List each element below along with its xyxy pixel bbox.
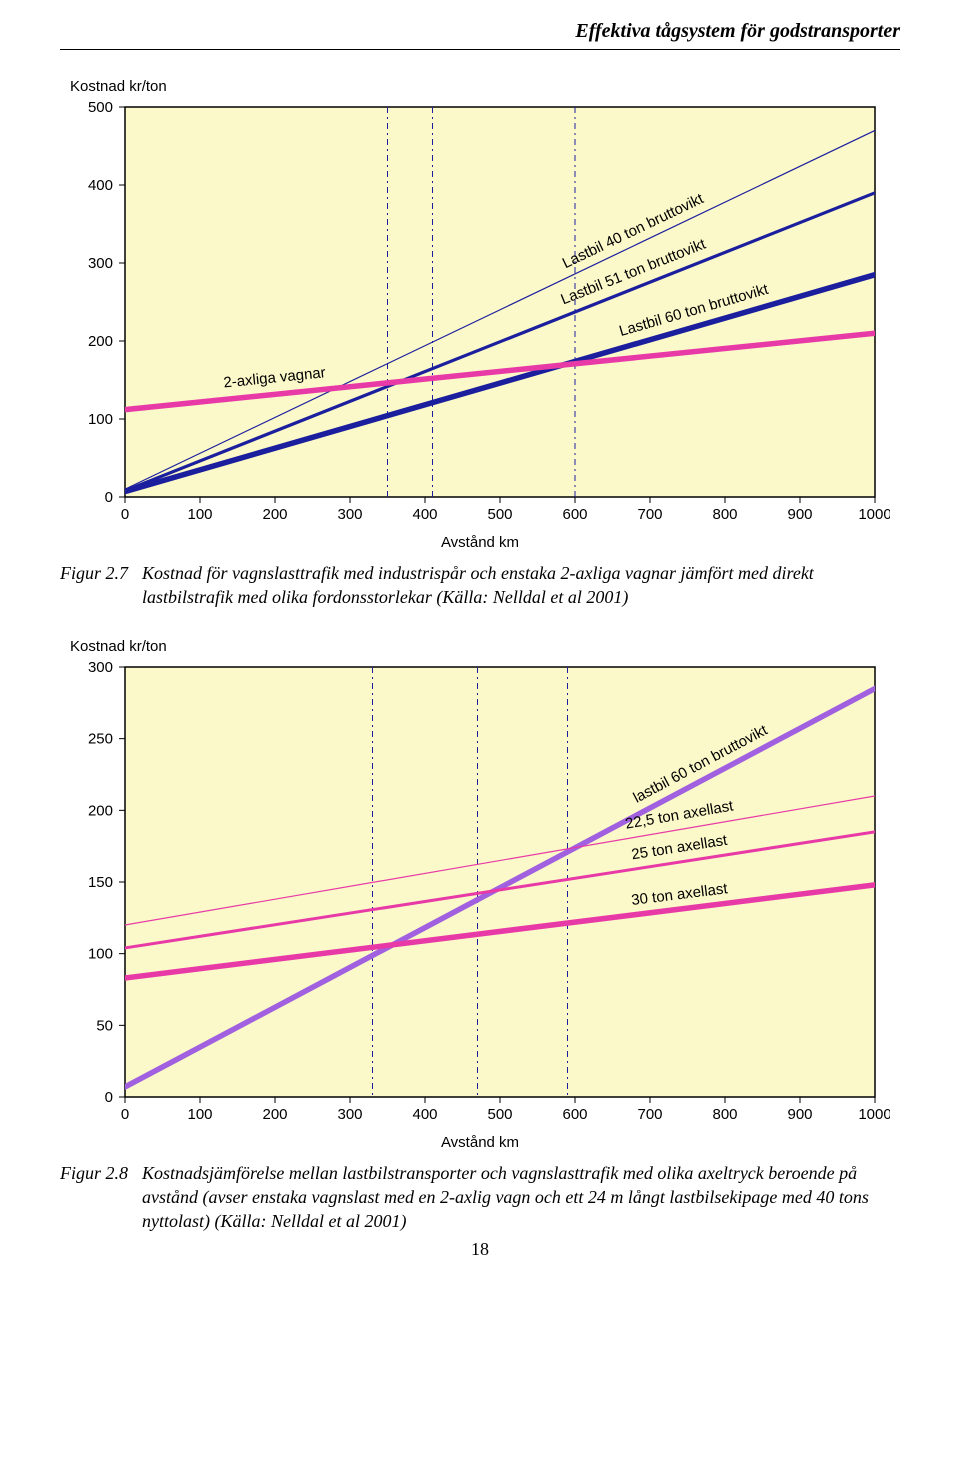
svg-text:50: 50 (96, 1017, 113, 1034)
svg-text:400: 400 (88, 177, 113, 194)
svg-text:400: 400 (412, 1106, 437, 1123)
svg-text:200: 200 (88, 802, 113, 819)
figure-2-8-caption: Figur 2.8 Kostnadsjämförelse mellan last… (60, 1161, 900, 1234)
svg-text:700: 700 (637, 1106, 662, 1123)
svg-text:500: 500 (487, 1106, 512, 1123)
page-number: 18 (60, 1239, 900, 1260)
svg-text:100: 100 (187, 1106, 212, 1123)
figure-2-7-caption: Figur 2.7 Kostnad för vagnslasttrafik me… (60, 561, 900, 610)
svg-text:500: 500 (487, 506, 512, 523)
svg-text:200: 200 (262, 1106, 287, 1123)
svg-text:100: 100 (88, 411, 113, 428)
chart2: 0 50 100 150 200 250 300 0 100 200 300 400 500 600 700… (70, 657, 890, 1127)
svg-text:0: 0 (121, 1106, 129, 1123)
figure-label: Figur 2.8 (60, 1161, 128, 1234)
svg-text:0: 0 (121, 506, 129, 523)
figure-text: Kostnad för vagnslasttrafik med industri… (142, 561, 900, 610)
chart1-y-title: Kostnad kr/ton (70, 78, 900, 95)
svg-text:700: 700 (637, 506, 662, 523)
chart1-x-title: Avstånd km (70, 534, 890, 551)
svg-text:300: 300 (337, 1106, 362, 1123)
svg-text:200: 200 (262, 506, 287, 523)
svg-text:1000: 1000 (858, 506, 890, 523)
svg-text:800: 800 (712, 506, 737, 523)
svg-text:1000: 1000 (858, 1106, 890, 1123)
chart2-y-title: Kostnad kr/ton (70, 638, 900, 655)
chart1: 0 100 200 300 400 500 0 100 200 300 400 500 600 700 80… (70, 97, 890, 527)
svg-text:150: 150 (88, 874, 113, 891)
chart1-wrap: 0 100 200 300 400 500 0 100 200 300 400 500 600 700 80… (70, 97, 890, 551)
svg-text:250: 250 (88, 730, 113, 747)
svg-text:900: 900 (787, 1106, 812, 1123)
svg-text:900: 900 (787, 506, 812, 523)
figure-text: Kostnadsjämförelse mellan lastbilstransp… (142, 1161, 900, 1234)
svg-text:400: 400 (412, 506, 437, 523)
svg-text:300: 300 (88, 659, 113, 676)
svg-text:600: 600 (562, 506, 587, 523)
svg-text:0: 0 (105, 1089, 113, 1106)
chart2-wrap: 0 50 100 150 200 250 300 0 100 200 300 400 500 600 700… (70, 657, 890, 1151)
chart2-x-title: Avstånd km (70, 1134, 890, 1151)
svg-text:300: 300 (337, 506, 362, 523)
svg-text:100: 100 (88, 945, 113, 962)
running-header: Effektiva tågsystem för godstransporter (60, 20, 900, 43)
svg-text:100: 100 (187, 506, 212, 523)
svg-text:800: 800 (712, 1106, 737, 1123)
page: Effektiva tågsystem för godstransporter … (0, 0, 960, 1300)
svg-text:300: 300 (88, 255, 113, 272)
svg-text:200: 200 (88, 333, 113, 350)
header-rule (60, 49, 900, 50)
svg-text:600: 600 (562, 1106, 587, 1123)
svg-text:0: 0 (105, 489, 113, 506)
svg-text:500: 500 (88, 99, 113, 116)
figure-label: Figur 2.7 (60, 561, 128, 610)
